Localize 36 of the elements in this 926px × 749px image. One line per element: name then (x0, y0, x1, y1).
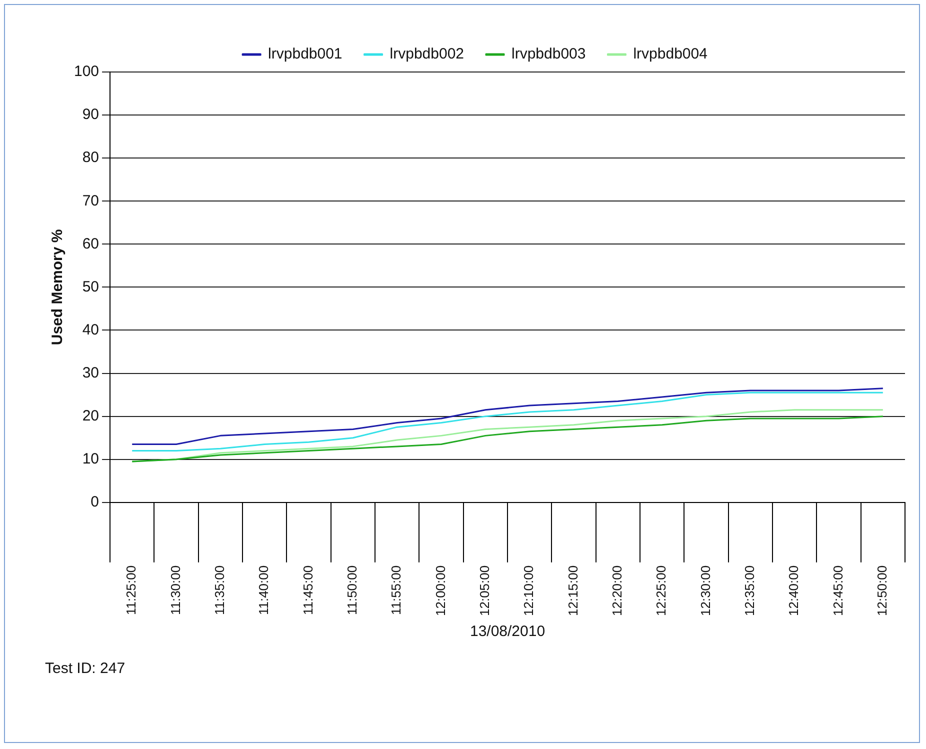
y-tick-label: 60 (82, 235, 100, 252)
x-tick-label: 11:25:00 (124, 565, 139, 616)
y-tick-label: 70 (82, 192, 100, 210)
x-tick-label: 11:30:00 (168, 565, 183, 616)
y-tick-label: 20 (82, 407, 100, 424)
y-axis-title: Used Memory % (49, 229, 66, 346)
x-tick-label: 11:35:00 (212, 565, 228, 616)
x-tick-label: 12:20:00 (610, 565, 625, 616)
legend-label: lrvpbdb003 (512, 46, 586, 63)
x-tick-label: 12:00:00 (432, 565, 448, 616)
y-tick-label: 100 (74, 63, 100, 80)
x-tick-label: 12:35:00 (742, 565, 757, 616)
x-tick-label: 12:05:00 (477, 565, 492, 616)
x-tick-label: 12:30:00 (698, 565, 713, 616)
x-tick-label: 12:45:00 (830, 565, 846, 616)
y-tick-label: 10 (82, 450, 100, 468)
x-axis-title: 13/08/2010 (470, 623, 546, 640)
y-tick-label: 90 (82, 106, 100, 124)
text: Test ID: 247 (45, 660, 126, 677)
x-tick-label: 11:45:00 (300, 565, 316, 616)
legend-label: lrvpbdb004 (633, 46, 708, 63)
x-tick-label: 12:15:00 (565, 565, 580, 616)
y-tick-label: 80 (82, 149, 100, 166)
y-tick-label: 50 (82, 278, 100, 296)
y-tick-label: 0 (90, 494, 100, 511)
x-tick-label: 11:40:00 (256, 565, 272, 616)
y-tick-label: 30 (82, 364, 100, 382)
legend-label: lrvpbdb002 (390, 46, 464, 63)
x-tick-label: 12:40:00 (786, 565, 802, 616)
x-tick-label: 11:50:00 (344, 565, 360, 616)
x-tick-label: 12:10:00 (521, 565, 536, 616)
legend-label: lrvpbdb001 (268, 46, 342, 63)
x-tick-label: 12:50:00 (874, 565, 890, 616)
x-tick-label: 11:55:00 (388, 565, 404, 616)
x-tick-label: 12:25:00 (654, 565, 669, 616)
y-tick-label: 40 (82, 321, 100, 338)
